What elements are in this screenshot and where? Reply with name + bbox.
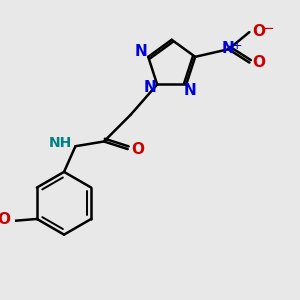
Text: O: O [0, 212, 10, 227]
Text: −: − [261, 21, 274, 36]
Text: O: O [252, 55, 266, 70]
Text: +: + [232, 39, 242, 52]
Text: N: N [184, 83, 196, 98]
Text: NH: NH [49, 136, 72, 150]
Text: O: O [252, 24, 266, 39]
Text: N: N [134, 44, 147, 59]
Text: N: N [143, 80, 156, 95]
Text: N: N [221, 41, 234, 56]
Text: O: O [132, 142, 145, 157]
